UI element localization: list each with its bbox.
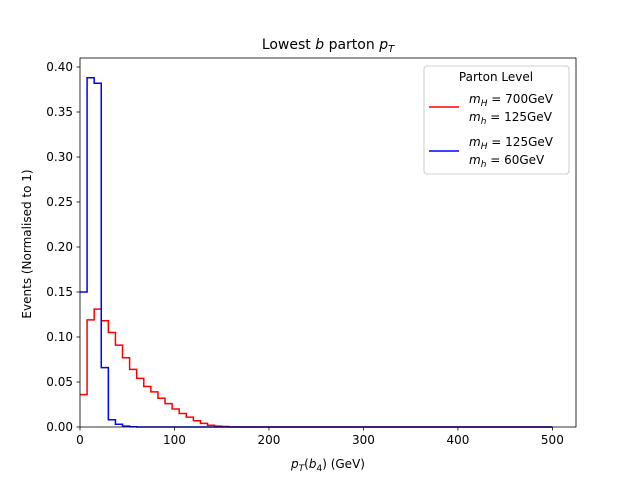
chart-title: Lowest b parton pT [262, 37, 395, 55]
x-tick-label: 300 [352, 433, 375, 447]
legend-title: Parton Level [459, 70, 533, 84]
legend-entry-2-line2: mh = 60GeV [469, 153, 545, 170]
title-subscript: T [388, 44, 395, 55]
legend-2-sub-h: h [481, 160, 487, 170]
x-tick-label: 500 [541, 433, 564, 447]
y-tick-label: 0.15 [46, 285, 73, 299]
legend-2-m2: m [469, 153, 481, 167]
y-tick-label: 0.25 [46, 195, 73, 209]
xlabel-paren-open: ( [304, 457, 309, 471]
series-red-histogram [80, 308, 553, 428]
title-var-p: p [378, 37, 388, 53]
legend-entry-2-line1: mH = 125GeV [469, 135, 554, 152]
plot-area: 0 100 200 300 400 500 0.00 0.05 0.10 0.15 0.20 0.25… [46, 57, 577, 447]
xlabel-paren-close: ) [322, 457, 327, 471]
legend-frame [423, 65, 570, 175]
legend-2-sub-H: H [481, 142, 488, 152]
x-tick-label: 400 [446, 433, 469, 447]
xlabel-var-p: p [290, 457, 299, 471]
xlabel-var-b: b [309, 457, 317, 471]
legend-1-sub-h: h [481, 117, 487, 127]
xlabel-sub-T: T [299, 464, 306, 474]
legend-1-sub-H: H [481, 99, 488, 109]
legend-1-value-h: = 125GeV [486, 110, 552, 124]
x-tick-label: 0 [76, 433, 84, 447]
xlabel-unit: (GeV) [327, 457, 365, 471]
y-axis-label: Events (Normalised to 1) [20, 169, 34, 318]
legend-1-m2: m [469, 110, 481, 124]
title-middle: parton [324, 37, 379, 53]
title-prefix: Lowest [262, 37, 315, 53]
x-tick-label: 200 [257, 433, 280, 447]
y-tick-label: 0.10 [46, 330, 73, 344]
legend-entry-1-line2: mh = 125GeV [469, 110, 553, 127]
legend: Parton Level mH = 700GeV mh = 125GeV mH … [423, 65, 570, 175]
legend-1-m: m [469, 92, 481, 106]
y-tick-label: 0.05 [46, 375, 73, 389]
x-axis-label: pT(b4) (GeV) [290, 457, 365, 474]
y-tick-label: 0.00 [46, 420, 73, 434]
title-var-b: b [315, 37, 324, 53]
legend-2-m: m [469, 135, 481, 149]
legend-2-value-h: = 60GeV [486, 153, 545, 167]
y-tick-label: 0.35 [46, 105, 73, 119]
axes-frame [79, 57, 577, 428]
x-tick-label: 100 [163, 433, 186, 447]
y-tick-label: 0.20 [46, 240, 73, 254]
legend-2-value-H: = 125GeV [487, 135, 553, 149]
xlabel-sub-4: 4 [316, 464, 322, 474]
legend-1-value-H: = 700GeV [487, 92, 553, 106]
legend-entry-1-line1: mH = 700GeV [469, 92, 554, 109]
y-tick-label: 0.30 [46, 150, 73, 164]
y-tick-label: 0.40 [46, 60, 73, 74]
